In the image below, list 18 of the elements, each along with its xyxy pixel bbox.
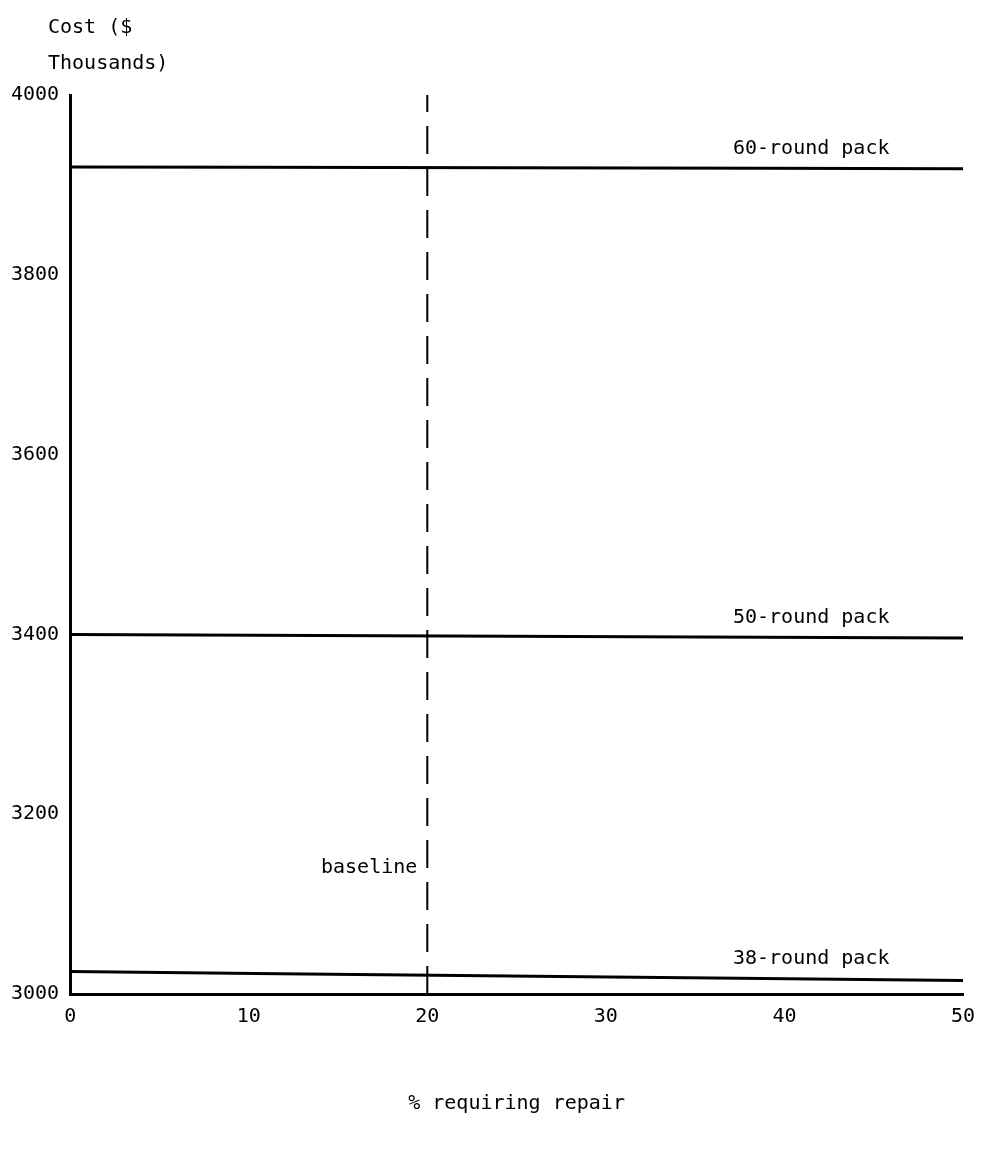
x-tick-label: 40 — [772, 1003, 797, 1028]
x-tick-label: 0 — [64, 1003, 77, 1028]
y-tick-label: 3400 — [10, 620, 60, 645]
ref-line-label: baseline — [320, 854, 418, 879]
y-tick-label: 3000 — [10, 980, 60, 1005]
x-tick-label: 30 — [593, 1003, 618, 1028]
y-tick-label: 3800 — [10, 261, 60, 285]
series-label: 50-round pack — [732, 603, 890, 628]
y-tick-label: 3200 — [10, 800, 60, 825]
y-tick-label: 4000 — [10, 81, 60, 106]
y-axis-title: Cost ($ Thousands) — [48, 13, 170, 76]
series-label: 38-round pack — [732, 945, 890, 970]
x-tick-label: 10 — [236, 1003, 261, 1028]
series-label: 60-round pack — [732, 134, 890, 159]
x-tick-label: 50 — [950, 1003, 976, 1028]
x-tick-label: 20 — [415, 1003, 440, 1028]
y-tick-label: 3600 — [10, 440, 60, 465]
x-axis-title: % requiring repair — [408, 1090, 625, 1115]
